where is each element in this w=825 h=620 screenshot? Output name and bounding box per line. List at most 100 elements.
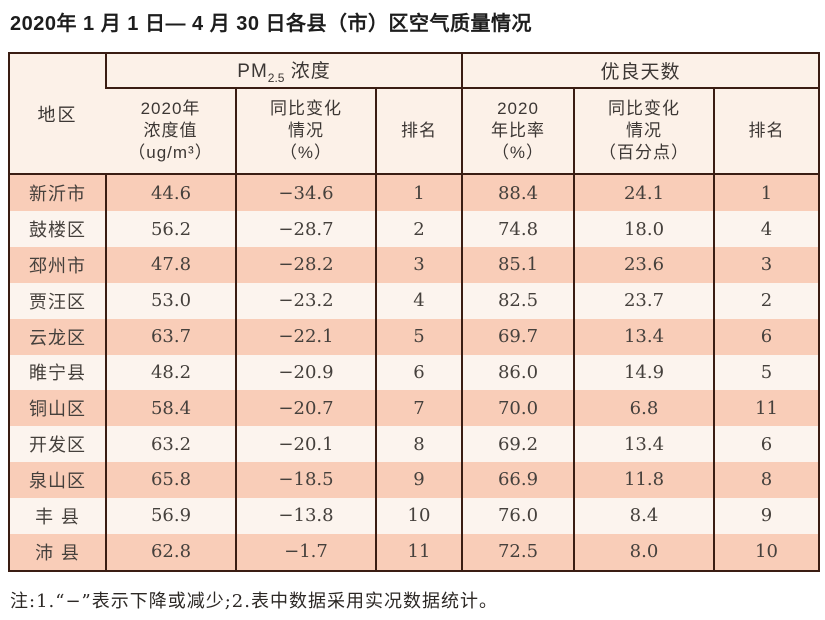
column-header-good-rank: 排名 [713, 88, 819, 175]
good-change-cell: 8.4 [573, 497, 714, 534]
pm-change-cell: −28.2 [235, 247, 376, 283]
good-rank-cell: 5 [713, 354, 819, 391]
good-ratio-cell: 66.9 [461, 462, 574, 498]
region-cell: 贾汪区 [29, 291, 86, 313]
pm-label-suffix: 浓度 [284, 61, 331, 83]
region-cell: 云龙区 [29, 327, 86, 349]
good-rank-cell: 8 [713, 462, 819, 498]
good-rank-cell: 11 [713, 390, 819, 427]
table-header: 地区 PM2.5 浓度 优良天数 2020年 浓度值 （ug/m³） 同比变化 … [9, 53, 819, 175]
pm-change-cell: −20.1 [235, 426, 376, 463]
pm-rank-cell: 11 [375, 533, 462, 571]
pm-value-cell: 48.2 [105, 354, 236, 391]
good-ratio-cell: 88.4 [461, 174, 574, 212]
table-row: 开发区 63.2 −20.1 8 69.2 13.4 6 [9, 426, 819, 463]
table-row: 铜山区 58.4 −20.7 7 70.0 6.8 11 [9, 390, 819, 427]
column-group-pm25: PM2.5 浓度 [105, 53, 462, 89]
good-ratio-cell: 69.7 [461, 318, 574, 355]
region-cell: 新沂市 [29, 184, 86, 206]
page-title: 2020年 1 月 1 日— 4 月 30 日各县（市）区空气质量情况 [10, 13, 533, 35]
good-rank-cell: 3 [713, 247, 819, 283]
column-header-pm-value: 2020年 浓度值 （ug/m³） [106, 88, 236, 175]
pm-change-cell: −22.1 [235, 318, 376, 355]
table-row: 云龙区 63.7 −22.1 5 69.7 13.4 6 [9, 318, 819, 355]
footnote: 注:1.“−”表示下降或减少;2.表中数据采用实况数据统计。 [10, 591, 498, 612]
pm-rank-cell: 7 [375, 390, 462, 427]
pm-rank-cell: 6 [375, 354, 462, 391]
air-quality-table: 地区 PM2.5 浓度 优良天数 2020年 浓度值 （ug/m³） 同比变化 … [8, 52, 820, 572]
pm-value-cell: 56.9 [105, 497, 236, 534]
column-header-region: 地区 [9, 53, 106, 175]
good-ratio-cell: 70.0 [461, 390, 574, 427]
column-header-good-change: 同比变化 情况 （百分点） [573, 88, 714, 175]
pm-change-cell: −23.2 [235, 282, 376, 319]
good-change-cell: 23.6 [573, 247, 714, 283]
table-row: 沛 县 62.8 −1.7 11 72.5 8.0 10 [9, 533, 819, 571]
pm-rank-cell: 4 [375, 282, 462, 319]
table-row: 睢宁县 48.2 −20.9 6 86.0 14.9 5 [9, 354, 819, 391]
sub-header-row: 2020年 浓度值 （ug/m³） 同比变化 情况 （%） 排名 2020 年比… [9, 88, 819, 175]
good-rank-cell: 10 [713, 533, 819, 571]
pm-rank-cell: 1 [375, 174, 462, 212]
pm-rank-cell: 2 [375, 211, 462, 248]
pm-rank-cell: 8 [375, 426, 462, 463]
good-change-cell: 23.7 [573, 282, 714, 319]
good-rank-cell: 6 [713, 318, 819, 355]
region-cell: 泉山区 [29, 470, 86, 492]
table-body: 新沂市 44.6 −34.6 1 88.4 24.1 1 鼓楼区 56.2 −2… [9, 174, 819, 571]
pm-label-prefix: PM [237, 61, 268, 83]
good-rank-cell: 1 [713, 174, 819, 212]
pm-value-cell: 63.7 [105, 318, 236, 355]
good-ratio-cell: 86.0 [461, 354, 574, 391]
good-change-cell: 13.4 [573, 426, 714, 463]
table-row: 邳州市 47.8 −28.2 3 85.1 23.6 3 [9, 247, 819, 283]
pm-rank-cell: 3 [375, 247, 462, 283]
pm-change-cell: −34.6 [235, 174, 376, 212]
column-header-good-ratio: 2020 年比率 （%） [461, 88, 574, 175]
table-row: 新沂市 44.6 −34.6 1 88.4 24.1 1 [9, 174, 819, 212]
pm-value-cell: 56.2 [105, 211, 236, 248]
region-cell: 睢宁县 [29, 363, 86, 385]
table-row: 泉山区 65.8 −18.5 9 66.9 11.8 8 [9, 462, 819, 498]
pm-value-cell: 62.8 [105, 533, 236, 571]
pm-value-cell: 58.4 [105, 390, 236, 427]
good-change-cell: 11.8 [573, 462, 714, 498]
good-ratio-cell: 82.5 [461, 282, 574, 319]
column-header-pm-rank: 排名 [375, 88, 462, 175]
good-change-cell: 6.8 [573, 390, 714, 427]
group-header-row: 地区 PM2.5 浓度 优良天数 [9, 53, 819, 175]
good-ratio-cell: 85.1 [461, 247, 574, 283]
good-ratio-cell: 69.2 [461, 426, 574, 463]
good-change-cell: 18.0 [573, 211, 714, 248]
pm-change-cell: −20.9 [235, 354, 376, 391]
good-rank-cell: 9 [713, 497, 819, 534]
pm-value-cell: 47.8 [105, 247, 236, 283]
pm-rank-cell: 5 [375, 318, 462, 355]
pm-change-cell: −20.7 [235, 390, 376, 427]
pm-label-subscript: 2.5 [267, 70, 285, 85]
column-header-pm-change: 同比变化 情况 （%） [235, 88, 376, 175]
pm-change-cell: −18.5 [235, 462, 376, 498]
good-rank-cell: 6 [713, 426, 819, 463]
good-ratio-cell: 72.5 [461, 533, 574, 571]
good-ratio-cell: 74.8 [461, 211, 574, 248]
pm-rank-cell: 10 [375, 497, 462, 534]
column-group-good-days: 优良天数 [461, 53, 819, 89]
pm-value-cell: 65.8 [105, 462, 236, 498]
region-cell: 沛 县 [35, 542, 80, 564]
table-row: 贾汪区 53.0 −23.2 4 82.5 23.7 2 [9, 282, 819, 319]
region-cell: 邳州市 [29, 255, 86, 277]
pm-change-cell: −13.8 [235, 497, 376, 534]
good-rank-cell: 2 [713, 282, 819, 319]
region-cell: 开发区 [29, 435, 86, 457]
pm-value-cell: 44.6 [105, 174, 236, 212]
table-row: 鼓楼区 56.2 −28.7 2 74.8 18.0 4 [9, 211, 819, 248]
good-change-cell: 13.4 [573, 318, 714, 355]
region-cell: 铜山区 [29, 399, 86, 421]
region-cell: 丰 县 [35, 506, 80, 528]
table-row: 丰 县 56.9 −13.8 10 76.0 8.4 9 [9, 497, 819, 534]
good-change-cell: 8.0 [573, 533, 714, 571]
good-change-cell: 24.1 [573, 174, 714, 212]
good-change-cell: 14.9 [573, 354, 714, 391]
